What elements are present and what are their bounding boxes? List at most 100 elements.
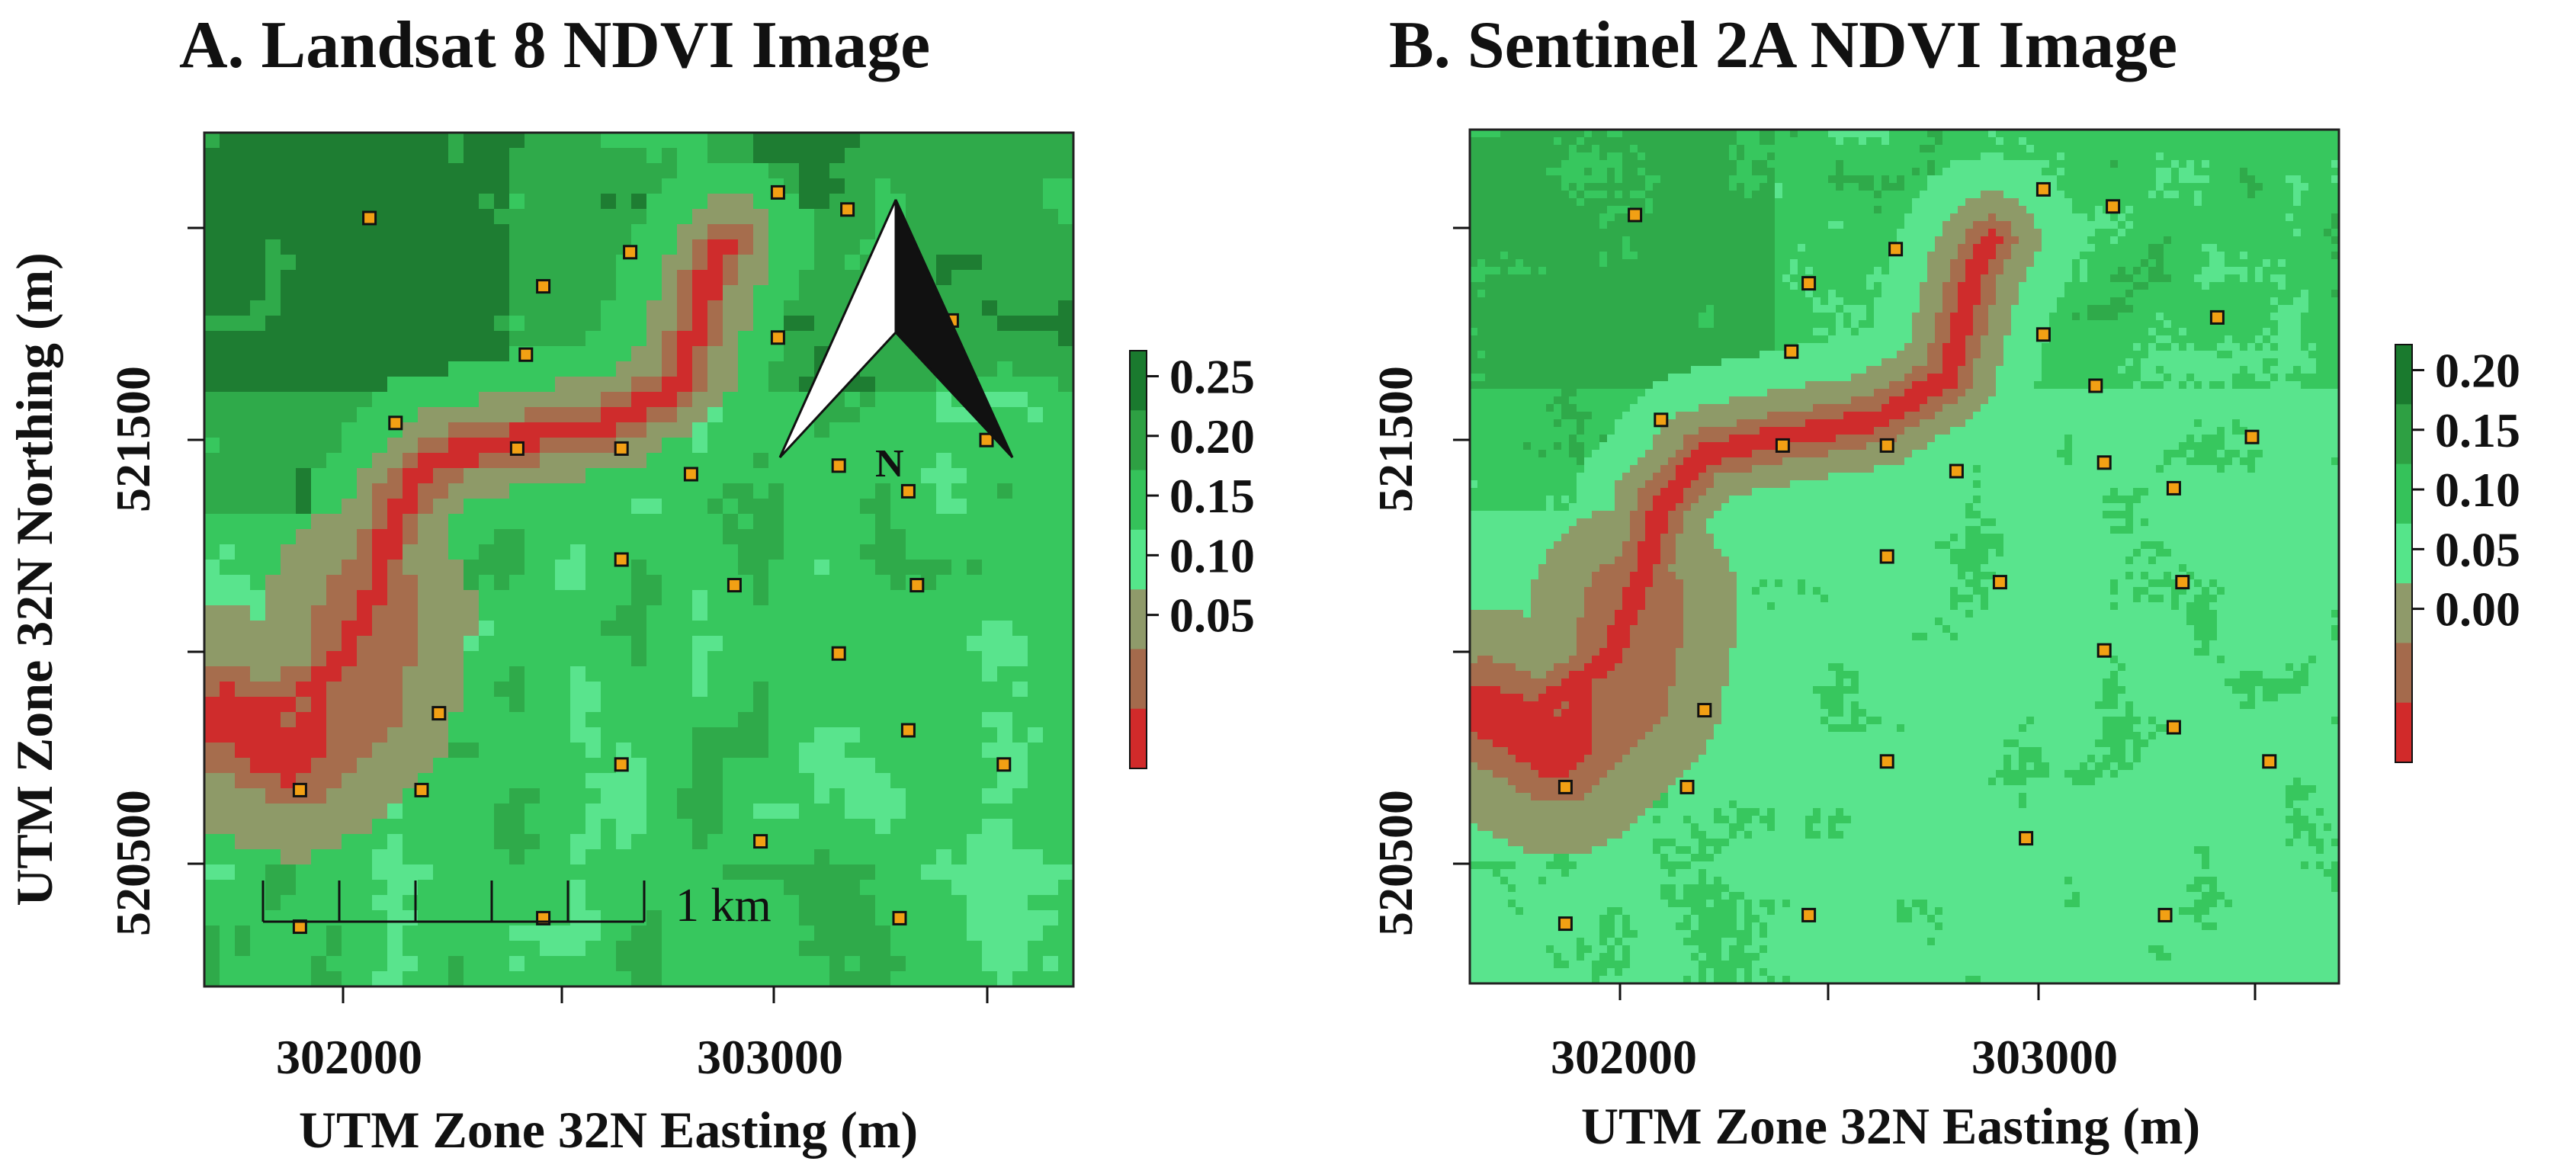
raster-cell [2049, 168, 2058, 176]
raster-cell [1714, 191, 1722, 199]
raster-cell [1569, 145, 1577, 153]
raster-cell [1043, 621, 1059, 637]
raster-cell [1996, 229, 2004, 237]
raster-cell [890, 407, 906, 423]
raster-cell [357, 361, 373, 377]
raster-cell [1920, 137, 1928, 146]
raster-cell [1638, 168, 1646, 176]
raster-cell [906, 544, 922, 560]
raster-cell [1470, 213, 1478, 222]
raster-cell [525, 727, 541, 743]
raster-cell [784, 407, 800, 423]
raster-cell [2110, 221, 2119, 229]
raster-cell [2133, 213, 2141, 222]
raster-cell [1737, 183, 1745, 191]
raster-cell [677, 895, 693, 911]
raster-cell [1965, 213, 1974, 222]
raster-cell [464, 727, 480, 743]
raster-cell [890, 834, 906, 850]
raster-cell [723, 422, 739, 438]
raster-cell [2095, 175, 2103, 184]
raster-cell [1721, 160, 1730, 168]
raster-cell [753, 377, 769, 393]
raster-cell [616, 605, 632, 621]
raster-cell [372, 743, 388, 759]
raster-cell [464, 468, 480, 484]
raster-cell [2247, 198, 2256, 207]
raster-cell [1554, 183, 1562, 191]
raster-cell [1607, 191, 1615, 199]
raster-cell [220, 834, 236, 850]
raster-cell [1569, 168, 1577, 176]
raster-cell [464, 605, 480, 621]
raster-cell [357, 971, 373, 986]
raster-cell [448, 956, 464, 972]
raster-cell [2255, 198, 2263, 207]
raster-cell [875, 590, 891, 606]
raster-cell [1981, 175, 1989, 184]
raster-cell [1912, 145, 1920, 153]
raster-cell [875, 651, 891, 667]
raster-cell [509, 560, 525, 576]
raster-cell [707, 392, 723, 408]
raster-cell [997, 590, 1013, 606]
raster-cell [235, 666, 251, 682]
raster-cell [204, 560, 220, 576]
raster-cell [1028, 758, 1044, 774]
raster-cell [296, 636, 312, 652]
raster-cell [860, 788, 876, 804]
raster-cell [220, 209, 236, 225]
raster-cell [2324, 152, 2332, 161]
raster-cell [646, 209, 662, 225]
raster-cell [1958, 145, 1966, 153]
raster-cell [585, 925, 601, 941]
raster-cell [2125, 213, 2134, 222]
raster-cell [707, 682, 723, 698]
raster-cell [311, 895, 327, 911]
raster-cell [616, 178, 632, 194]
raster-cell [494, 697, 510, 713]
raster-cell [281, 727, 297, 743]
raster-cell [2301, 213, 2309, 222]
raster-cell [265, 133, 281, 149]
raster-cell [1798, 183, 1806, 191]
raster-cell [2209, 221, 2218, 229]
raster-cell [525, 499, 541, 515]
raster-cell [707, 925, 723, 941]
raster-cell [723, 621, 739, 637]
raster-cell [387, 514, 403, 530]
raster-cell [1615, 244, 1623, 252]
raster-cell [525, 864, 541, 880]
raster-cell [982, 224, 998, 240]
raster-cell [860, 209, 876, 225]
raster-cell [509, 514, 525, 530]
raster-cell [265, 819, 281, 835]
raster-cell [509, 819, 525, 835]
raster-cell [784, 788, 800, 804]
raster-cell [1744, 221, 1753, 229]
raster-cell [2270, 130, 2279, 138]
raster-cell [1538, 137, 1547, 146]
raster-cell [342, 773, 358, 789]
raster-cell [921, 819, 937, 835]
raster-cell [601, 468, 617, 484]
raster-cell [570, 300, 586, 316]
raster-cell [799, 895, 815, 911]
raster-cell [1782, 198, 1791, 207]
raster-cell [296, 285, 312, 301]
raster-cell [1599, 236, 1608, 245]
raster-cell [479, 651, 495, 667]
raster-cell [342, 255, 358, 271]
raster-cell [1012, 758, 1028, 774]
raster-cell [1043, 270, 1059, 286]
raster-cell [2141, 152, 2149, 161]
raster-cell [692, 148, 708, 164]
raster-cell [357, 407, 373, 423]
raster-cell [2057, 213, 2065, 222]
raster-cell [1012, 819, 1028, 835]
raster-cell [1760, 130, 1768, 138]
raster-cell [1485, 191, 1493, 199]
raster-cell [646, 453, 662, 469]
raster-cell [662, 529, 678, 545]
raster-cell [311, 743, 327, 759]
